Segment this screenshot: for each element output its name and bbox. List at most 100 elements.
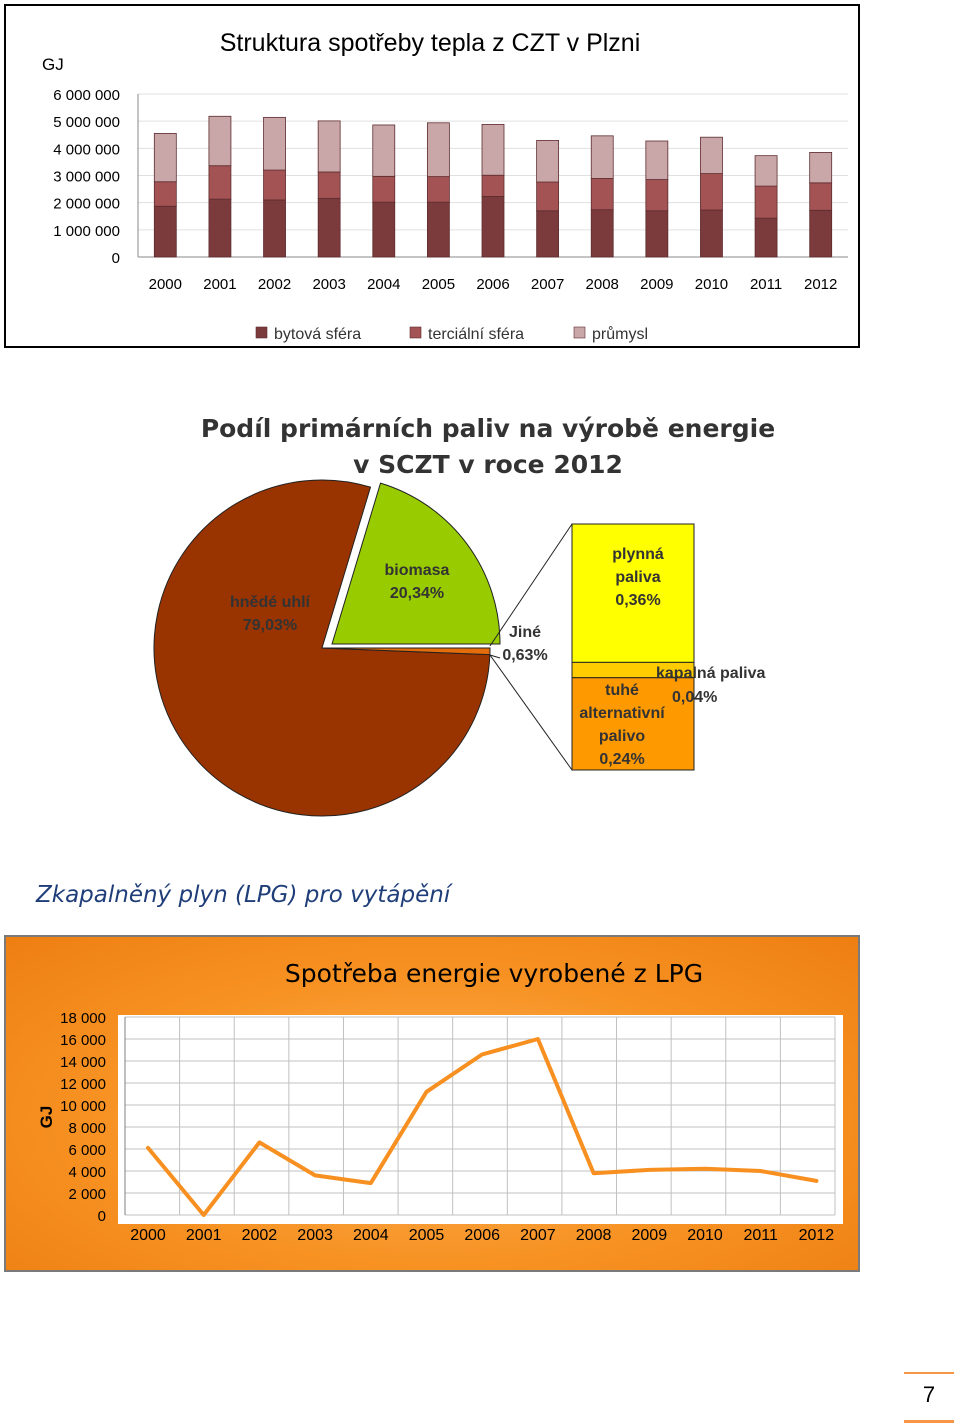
bar-segment: [645, 140, 669, 180]
breakdown-label-tuhe: palivo: [599, 728, 645, 745]
line-y-tick-label: 2 000: [68, 1186, 106, 1203]
bar-x-tick-label: 2003: [312, 276, 345, 293]
line-point: [425, 1090, 428, 1094]
pie-chart: Podíl primárních paliv na výrobě energie…: [153, 414, 775, 817]
bar-segment: [590, 209, 614, 258]
line-y-tick-label: 10 000: [60, 1098, 106, 1115]
bar-x-tick-label: 2004: [367, 276, 400, 293]
breakdown-label-tuhe: tuhé: [605, 682, 639, 699]
bar-segment: [590, 178, 614, 211]
bar-chart-y-unit: GJ: [42, 55, 64, 74]
pie-connector-line: [489, 523, 573, 647]
breakdown-label-plynna: 0,36%: [615, 592, 660, 609]
line-x-tick-label: 2003: [297, 1227, 333, 1244]
stacked-bar-chart-panel: Struktura spotřeby tepla z CZT v Plzni G…: [4, 4, 860, 348]
breakdown-label-plynna: plynná: [612, 546, 664, 563]
bar-y-tick-label: 3 000 000: [53, 169, 120, 186]
breakdown-label-kapalna: kapalná paliva: [656, 665, 765, 682]
bar-segment: [700, 173, 723, 211]
bar-x-tick-label: 2012: [804, 276, 837, 293]
line-x-tick-label: 2001: [186, 1227, 222, 1244]
pie-label-hnede-uhli: 79,03%: [243, 617, 297, 634]
bar-segment: [645, 179, 669, 212]
line-point: [536, 1037, 540, 1041]
bar-segment: [208, 115, 232, 167]
line-point: [592, 1171, 596, 1175]
line-chart-panel: Spotřeba energie vyrobené z LPG GJ 18 00…: [4, 935, 860, 1272]
bar-segment: [317, 197, 341, 258]
pie-label-hnede-uhli: hnědé uhlí: [230, 594, 311, 611]
bar-chart-title: Struktura spotřeby tepla z CZT v Plzni: [220, 29, 641, 57]
bar-segment: [372, 201, 396, 258]
line-point: [647, 1168, 651, 1172]
line-x-tick-label: 2012: [799, 1227, 835, 1244]
bar-segment: [153, 205, 177, 258]
line-point: [257, 1140, 261, 1144]
pie-title-line1: Podíl primárních paliv na výrobě energie: [201, 414, 775, 443]
bar-segment: [809, 152, 833, 184]
line-x-tick-label: 2000: [130, 1227, 166, 1244]
line-y-tick-label: 0: [98, 1208, 106, 1225]
line-x-tick-label: 2002: [242, 1227, 278, 1244]
bar-segment: [536, 140, 560, 183]
bar-y-tick-label: 1 000 000: [53, 223, 120, 240]
bar-x-tick-label: 2010: [695, 276, 728, 293]
bar-segment: [317, 120, 341, 173]
bar-segment: [153, 132, 177, 183]
bar-legend-label: průmysl: [592, 325, 648, 343]
line-y-tick-label: 6 000: [68, 1142, 106, 1159]
pie-slice: [331, 482, 501, 645]
bar-legend-swatch: [409, 326, 422, 339]
line-x-tick-label: 2010: [687, 1227, 723, 1244]
bar-y-tick-label: 5 000 000: [53, 114, 120, 131]
bar-segment: [481, 174, 505, 197]
line-x-tick-label: 2006: [464, 1227, 500, 1244]
breakdown-segment: [571, 523, 695, 663]
line-y-tick-label: 12 000: [60, 1076, 106, 1093]
bar-segment: [481, 196, 505, 258]
breakdown-label-tuhe: alternativní: [579, 705, 665, 722]
bar-x-tick-label: 2007: [531, 276, 564, 293]
bar-x-tick-label: 2005: [422, 276, 455, 293]
pie-title-line2: v SCZT v roce 2012: [353, 450, 623, 479]
bar-segment: [372, 124, 396, 177]
bar-segment: [536, 210, 560, 258]
bar-segment: [426, 201, 450, 258]
bar-segment: [536, 181, 560, 212]
line-x-tick-label: 2004: [353, 1227, 389, 1244]
bar-x-tick-label: 2011: [750, 276, 782, 293]
page-number-box: [904, 1372, 954, 1423]
bar-legend-label: terciální sféra: [428, 326, 524, 343]
line-plot-area: [118, 1015, 843, 1224]
pie-connector-line: [489, 654, 573, 771]
bar-segment: [208, 198, 232, 258]
stacked-bar-chart: Struktura spotřeby tepla z CZT v Plzni G…: [42, 29, 848, 343]
line-point: [146, 1146, 150, 1150]
bar-x-tick-label: 2006: [476, 276, 509, 293]
pie-label-jine: Jiné: [509, 624, 541, 641]
line-y-tick-label: 16 000: [60, 1032, 106, 1049]
breakdown-segment: [571, 677, 695, 771]
line-point: [313, 1173, 317, 1177]
line-x-tick-label: 2009: [632, 1227, 668, 1244]
bar-segment: [700, 209, 723, 258]
bar-x-tick-label: 2009: [640, 276, 673, 293]
bar-segment: [754, 217, 778, 258]
section-title: Zkapalněný plyn (LPG) pro vytápění: [36, 882, 451, 908]
line-y-tick-label: 18 000: [60, 1010, 106, 1027]
bar-segment: [809, 209, 833, 258]
bar-segment: [754, 155, 778, 187]
line-point: [759, 1169, 763, 1173]
bar-legend-label: bytová sféra: [274, 326, 361, 343]
bar-segment: [700, 136, 723, 174]
line-x-tick-label: 2008: [576, 1227, 612, 1244]
bar-segment: [590, 135, 614, 179]
breakdown-label-plynna: paliva: [615, 569, 660, 586]
line-chart-title: Spotřeba energie vyrobené z LPG: [285, 959, 703, 988]
bar-segment: [208, 165, 232, 200]
bar-segment: [481, 124, 505, 176]
line-y-tick-label: 8 000: [68, 1120, 106, 1137]
bar-legend-swatch: [255, 326, 268, 339]
bar-segment: [263, 116, 286, 171]
bar-segment: [317, 171, 341, 199]
